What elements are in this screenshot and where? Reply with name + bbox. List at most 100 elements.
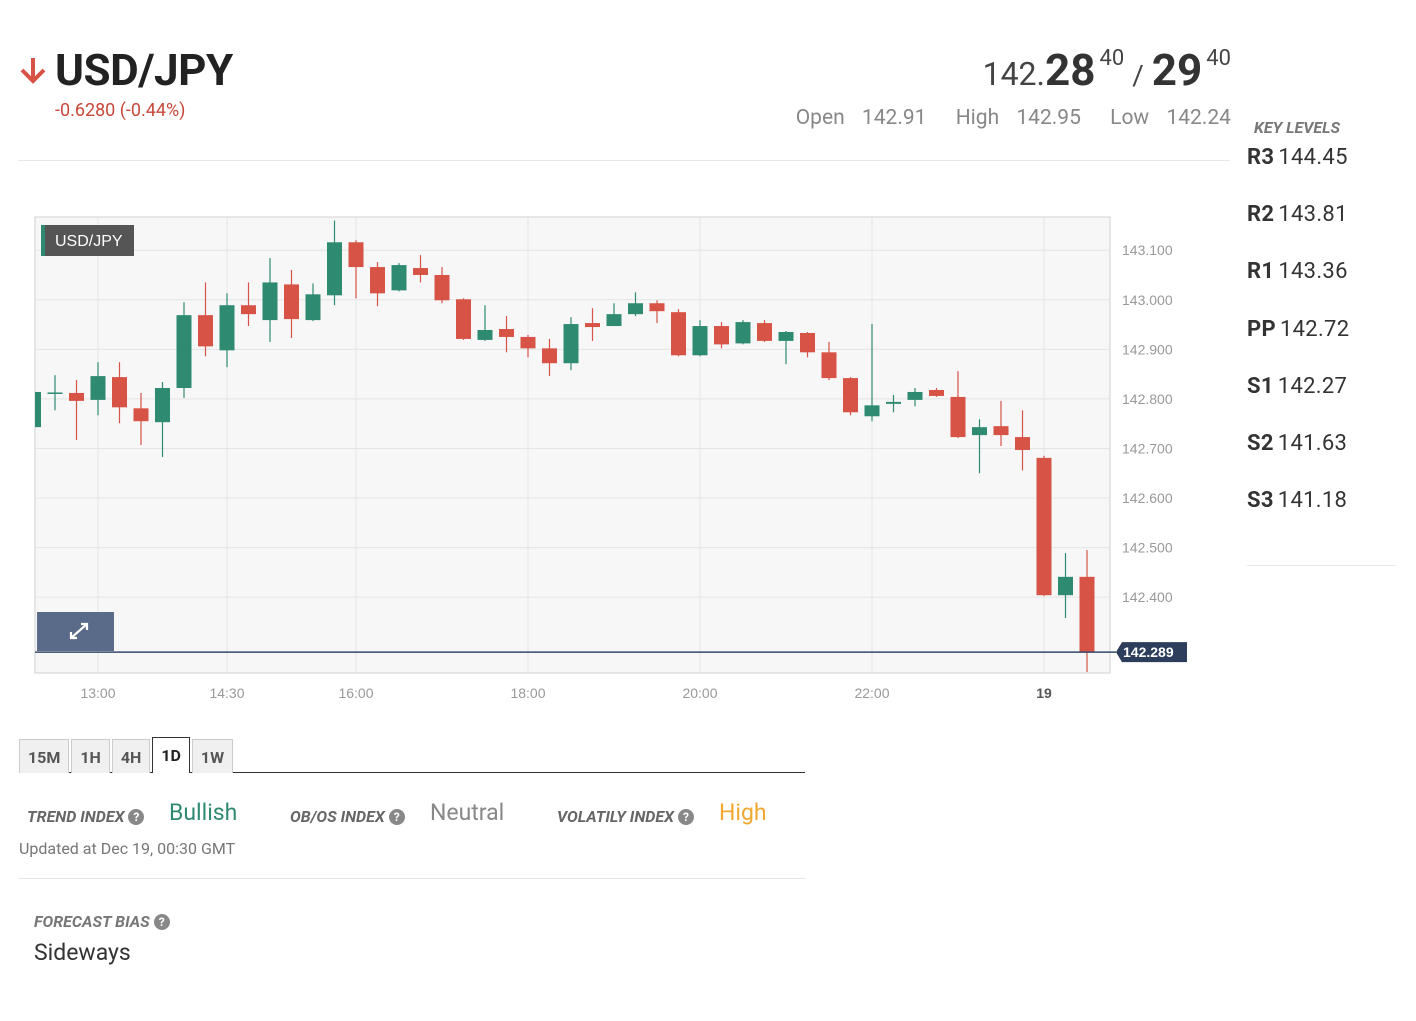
candle [198,282,213,357]
key-levels-title: KEY LEVELS [1254,118,1341,137]
y-tick-label: 142.700 [1122,440,1173,456]
x-tick-label: 13:00 [80,685,115,701]
candle [284,270,299,338]
candle-body [499,329,514,337]
index-label-text: OB/OS INDEX [290,807,385,826]
stat-label: Low [1110,106,1150,130]
candle-body [90,376,106,400]
stat: Low 142.24 [1098,106,1231,130]
candle [757,320,772,342]
candle-body [950,396,966,438]
candle [133,392,149,445]
candle-body [714,326,729,345]
candle [391,263,407,292]
bid-fraction: 40 [1099,46,1125,71]
candle-body [542,348,557,364]
candle-body [886,401,901,404]
candle [843,377,858,416]
candle [1058,553,1073,618]
candle-body [1015,437,1030,450]
help-icon[interactable]: ? [388,809,405,825]
candle-body [176,315,192,388]
index-label: TREND INDEX? [27,807,145,826]
expand-button[interactable] [37,612,114,651]
candle-body [606,314,622,327]
divider [1247,565,1396,566]
candle-body [47,392,63,394]
candle-body [434,274,450,301]
candle-body [198,315,213,347]
y-tick-label: 142.900 [1122,341,1173,357]
candle [735,320,751,345]
help-icon[interactable]: ? [677,809,694,825]
candle [864,324,880,422]
timeframe-tab[interactable]: 1H [71,739,110,773]
x-tick-label: 18:00 [510,685,545,701]
candle [520,334,536,358]
key-level: R3 144.45 [1247,145,1348,170]
key-level: PP 142.72 [1247,317,1349,342]
key-level: S2 141.63 [1247,431,1347,456]
index-label-text: VOLATILY INDEX [557,807,674,826]
level-name: R2 [1247,202,1275,228]
y-tick-label: 142.600 [1122,490,1173,506]
candle-body [692,326,708,356]
divider [18,878,805,879]
stat-value: 142.24 [1166,106,1231,130]
index-value: Neutral [430,799,505,826]
candle-body [843,378,858,413]
candle [155,382,170,457]
candle [800,331,815,358]
candle-body [1058,576,1073,596]
candle [176,302,192,398]
timeframe-tab[interactable]: 4H [111,739,151,773]
timeframe-tab[interactable]: 1D [152,737,190,773]
candle-body [262,282,278,321]
candle [499,316,514,353]
candle-body [1036,457,1052,596]
candle [907,388,923,407]
level-name: R1 [1247,259,1275,285]
candle-body [305,294,321,321]
help-icon[interactable]: ? [153,914,170,930]
candle-body [69,392,84,401]
ask-fraction: 40 [1206,46,1231,71]
candle [993,400,1009,446]
level-value: 141.63 [1277,431,1348,456]
updated: Updated at Dec 19, 00:30 GMT [19,839,236,858]
candle [628,292,643,317]
candle [327,220,342,306]
timeframe-tabs: 15M 1H 4H 1D 1W [19,737,805,773]
index-label: VOLATILY INDEX? [557,807,694,826]
timeframe-tab[interactable]: 1W [191,739,234,773]
candle-body [370,267,385,294]
last-price-tag [1116,642,1187,663]
candle [563,317,579,371]
candle-body [972,427,987,436]
y-tick-label: 143.000 [1122,292,1173,308]
candle [305,283,321,322]
level-name: PP [1247,316,1276,342]
candle-body [993,426,1009,436]
candle-body [35,391,41,428]
legend-stripe [41,225,45,256]
candle [262,258,278,342]
candle-body [929,389,944,396]
candle-body [477,330,493,340]
timeframe-tab[interactable]: 15M [19,739,70,773]
candle-body [563,324,579,364]
help-icon[interactable]: ? [128,809,145,825]
level-name: S3 [1247,488,1274,514]
stat-label: Open [795,106,845,130]
candle [606,303,622,327]
stat-value: 142.91 [861,106,927,130]
stats: Open 142.91 High 142.95 Low 142.24 [772,106,1231,130]
candle [35,391,41,428]
y-tick-label: 143.100 [1122,242,1173,258]
quote: 142.28 40/29 40 [983,44,1231,96]
candle [778,331,794,365]
candle-body [219,305,235,351]
candle [950,371,966,439]
candle [649,300,665,324]
level-value: 141.18 [1277,488,1348,514]
